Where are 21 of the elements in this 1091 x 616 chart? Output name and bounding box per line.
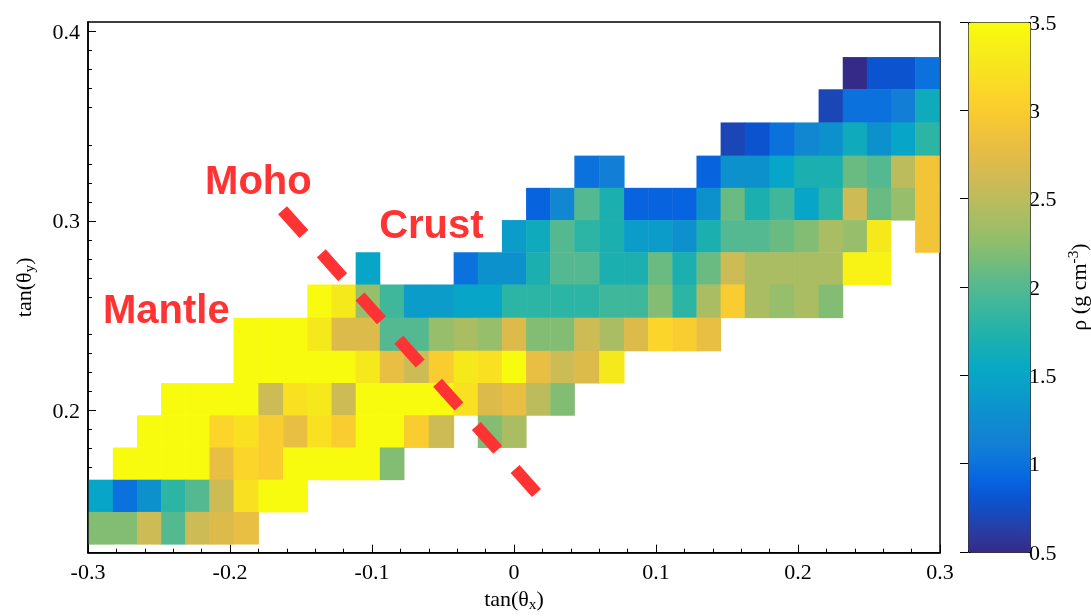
y-tick-label: 0.4: [52, 18, 80, 44]
y-axis-title: tan(θy): [11, 257, 37, 318]
annotation: Mantle: [103, 286, 230, 331]
y-tick-label: 0.3: [52, 208, 80, 234]
color-bar-label: 1.5: [1028, 362, 1057, 388]
color-bar-label: 1: [1028, 451, 1040, 477]
color-bar-label: 3: [1028, 97, 1040, 123]
color-bar-title: ρ (g cm-3): [1063, 243, 1091, 331]
color-bar-label: 0.5: [1028, 539, 1057, 565]
x-tick-label: -0.1: [354, 559, 390, 585]
y-tick-label: 0.2: [52, 398, 80, 424]
color-bar-label: 2.5: [1028, 186, 1057, 212]
annotation: Moho: [205, 158, 312, 202]
color-bar-label: 3.5: [1028, 9, 1057, 35]
x-tick-label: 0: [508, 559, 520, 585]
annotation: Crust: [379, 202, 484, 247]
x-tick-label: -0.3: [70, 559, 106, 585]
x-tick-label: 0.3: [926, 559, 954, 585]
x-tick-label: 0.2: [784, 559, 812, 585]
x-tick-label: 0.1: [642, 559, 670, 585]
x-tick-label: -0.2: [212, 559, 248, 585]
